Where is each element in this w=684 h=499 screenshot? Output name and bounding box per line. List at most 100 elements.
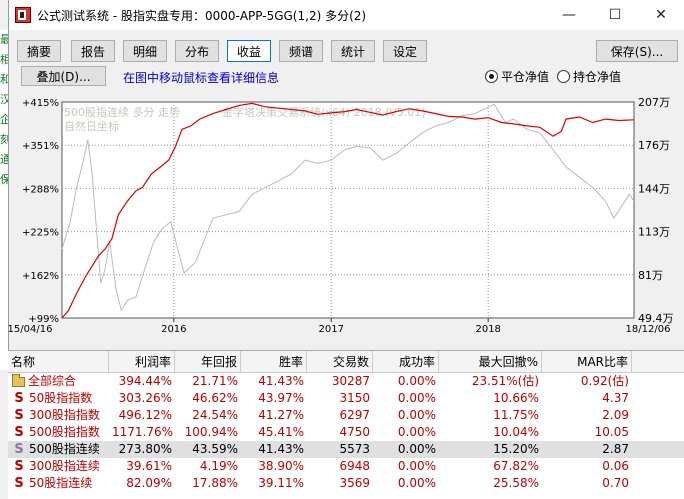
- cell-trades: 30287: [331, 374, 370, 388]
- tab-spectrum[interactable]: 频谱: [279, 40, 323, 62]
- minimize-button[interactable]: —: [562, 7, 576, 23]
- cell-win: 45.41%: [258, 425, 304, 439]
- column-header[interactable]: 名称: [8, 351, 109, 373]
- cell-mar: 2.09: [602, 408, 629, 422]
- table-row[interactable]: 全部综合 394.44% 21.71% 41.43% 30287 0.00% 23.51%(…: [8, 373, 684, 390]
- x-tick-label: 2018: [475, 324, 500, 335]
- right-tick-label: 176万: [638, 139, 670, 152]
- cell-annual: 46.62%: [192, 391, 238, 405]
- cell-success: 0.00%: [397, 374, 436, 388]
- options-row: 叠加(D)... 在图中移动鼠标查看详细信息 平仓净值 持仓净值: [15, 66, 684, 88]
- table-row[interactable]: S 50股指连续 82.09% 17.88% 39.11% 3569 0.00% 25.58%…: [8, 475, 684, 492]
- column-header[interactable]: 利润率: [109, 351, 175, 373]
- radio-hold-label: 持仓净值: [573, 70, 622, 84]
- left-tick-label: +288%: [22, 184, 59, 195]
- background-strip-char: 最: [0, 33, 8, 46]
- left-tick-label: +225%: [22, 228, 59, 239]
- cell-success: 0.00%: [397, 408, 436, 422]
- background-strip-char: 通: [0, 153, 8, 166]
- hint-text: 在图中移动鼠标查看详细信息: [123, 71, 280, 85]
- close-button[interactable]: ✕: [655, 7, 667, 23]
- strategy-s-icon: S: [14, 391, 24, 406]
- tab-bar: 摘要 报告 明细 分布 收益 频谱 统计 设定: [15, 40, 684, 62]
- right-tick-label: 144万: [638, 182, 670, 195]
- x-tick-label: 2017: [319, 324, 344, 335]
- chart-watermark-brand: 金字塔决策交易系统(x64) 2018 (V5.01): [222, 105, 426, 119]
- cell-mdd: 67.82%: [493, 459, 539, 473]
- cell-profit: 39.61%: [126, 459, 172, 473]
- cell-success: 0.00%: [397, 476, 436, 490]
- cell-profit: 394.44%: [118, 374, 172, 388]
- cell-trades: 4750: [339, 425, 370, 439]
- column-header[interactable]: 年回报: [175, 351, 241, 373]
- table-row[interactable]: S 300股指连续 39.61% 4.19% 38.90% 6948 0.00% 67.82%…: [8, 458, 684, 475]
- cell-trades: 3150: [339, 391, 370, 405]
- tab-report[interactable]: 报告: [71, 40, 115, 62]
- row-name-cell: 全部综合: [8, 373, 109, 390]
- row-name-cell: S 300股指连续: [8, 458, 109, 475]
- tab-distribution[interactable]: 分布: [175, 40, 219, 62]
- cell-success: 0.00%: [397, 425, 436, 439]
- cell-mdd: 23.51%(估): [471, 374, 539, 388]
- x-tick-label: 2016: [161, 324, 186, 335]
- cell-trades: 6297: [339, 408, 370, 422]
- maximize-button[interactable]: ☐: [608, 7, 622, 23]
- cell-mar: 0.06: [602, 459, 629, 473]
- row-name: 全部综合: [28, 374, 77, 388]
- row-name-cell: S 300股指指数: [8, 407, 109, 424]
- save-button[interactable]: 保存(S)...: [596, 40, 678, 62]
- table-row[interactable]: S 50股指指数 303.26% 46.62% 43.97% 3150 0.00% 10.66…: [8, 390, 684, 407]
- column-header[interactable]: 交易数: [307, 351, 373, 373]
- table-row[interactable]: S 500股指连续 273.80% 43.59% 41.43% 5573 0.00% 15.2…: [8, 441, 684, 458]
- cell-profit: 496.12%: [118, 408, 172, 422]
- strategy-s-icon: S: [14, 442, 24, 457]
- app-logo-icon: [15, 7, 31, 23]
- column-header[interactable]: 最大回撤%: [439, 351, 542, 373]
- cell-mar: 2.87: [602, 442, 629, 456]
- column-header[interactable]: 成功率: [373, 351, 439, 373]
- column-header[interactable]: 胜率: [241, 351, 307, 373]
- right-tick-label: 113万: [638, 226, 670, 239]
- tab-settings[interactable]: 设定: [383, 40, 427, 62]
- cell-profit: 303.26%: [118, 391, 172, 405]
- cell-win: 41.43%: [258, 374, 304, 388]
- tab-summary[interactable]: 摘要: [17, 40, 61, 62]
- cell-trades: 5573: [339, 442, 370, 456]
- right-tick-label: 207万: [638, 96, 670, 109]
- cell-success: 0.00%: [397, 459, 436, 473]
- x-tick-label: 18/12/06: [626, 324, 671, 335]
- results-table: 名称 利润率 年回报 胜率 交易数 成功率 最大回撤% MAR比率 全部综合 394.44% 21…: [8, 350, 684, 499]
- equity-chart[interactable]: +415% 207万 +351% 176万 +288% 144万 +225% 113万 +162…: [8, 92, 684, 344]
- window-title: 公式测试系统 - 股指实盘专用：0000-APP-5GG(1,2) 多分(2): [37, 8, 367, 23]
- chart-watermark-axis: 自然日坐标: [64, 119, 119, 133]
- overlay-button[interactable]: 叠加(D)...: [21, 66, 106, 86]
- cell-annual: 21.71%: [192, 374, 238, 388]
- background-strip-char: 刻: [0, 133, 8, 146]
- index-series-line: [61, 102, 635, 319]
- column-header[interactable]: MAR比率: [542, 351, 632, 373]
- equity-chart-svg[interactable]: +415% 207万 +351% 176万 +288% 144万 +225% 113万 +162…: [8, 92, 684, 344]
- tab-statistics[interactable]: 统计: [331, 40, 375, 62]
- cell-mdd: 10.04%: [493, 425, 539, 439]
- cell-win: 39.11%: [258, 476, 304, 490]
- table-row[interactable]: S 300股指指数 496.12% 24.54% 41.27% 6297 0.00% 11.7…: [8, 407, 684, 424]
- cell-annual: 43.59%: [192, 442, 238, 456]
- cell-mar: 4.37: [602, 391, 629, 405]
- row-name: 50股指指数: [29, 391, 93, 405]
- left-tick-label: +162%: [22, 271, 59, 282]
- tab-returns[interactable]: 收益: [227, 40, 271, 62]
- row-name: 500股指连续: [29, 442, 100, 456]
- left-tick-label: +351%: [22, 141, 59, 152]
- strategy-s-icon: S: [14, 425, 24, 440]
- cell-mdd: 10.66%: [493, 391, 539, 405]
- row-name-cell: S 500股指指数: [8, 424, 109, 441]
- background-strip-char: 保: [0, 173, 8, 186]
- radio-close-equity[interactable]: 平仓净值: [485, 68, 549, 85]
- table-row[interactable]: S 500股指指数 1171.76% 100.94% 45.41% 4750 0.00% 10…: [8, 424, 684, 441]
- row-name-cell: S 50股指指数: [8, 390, 109, 407]
- background-strip-char: 汉: [0, 93, 8, 106]
- radio-hold-equity[interactable]: 持仓净值: [557, 68, 621, 85]
- right-tick-label: 81万: [638, 269, 663, 282]
- tab-detail[interactable]: 明细: [123, 40, 167, 62]
- strategy-s-icon: S: [14, 459, 24, 474]
